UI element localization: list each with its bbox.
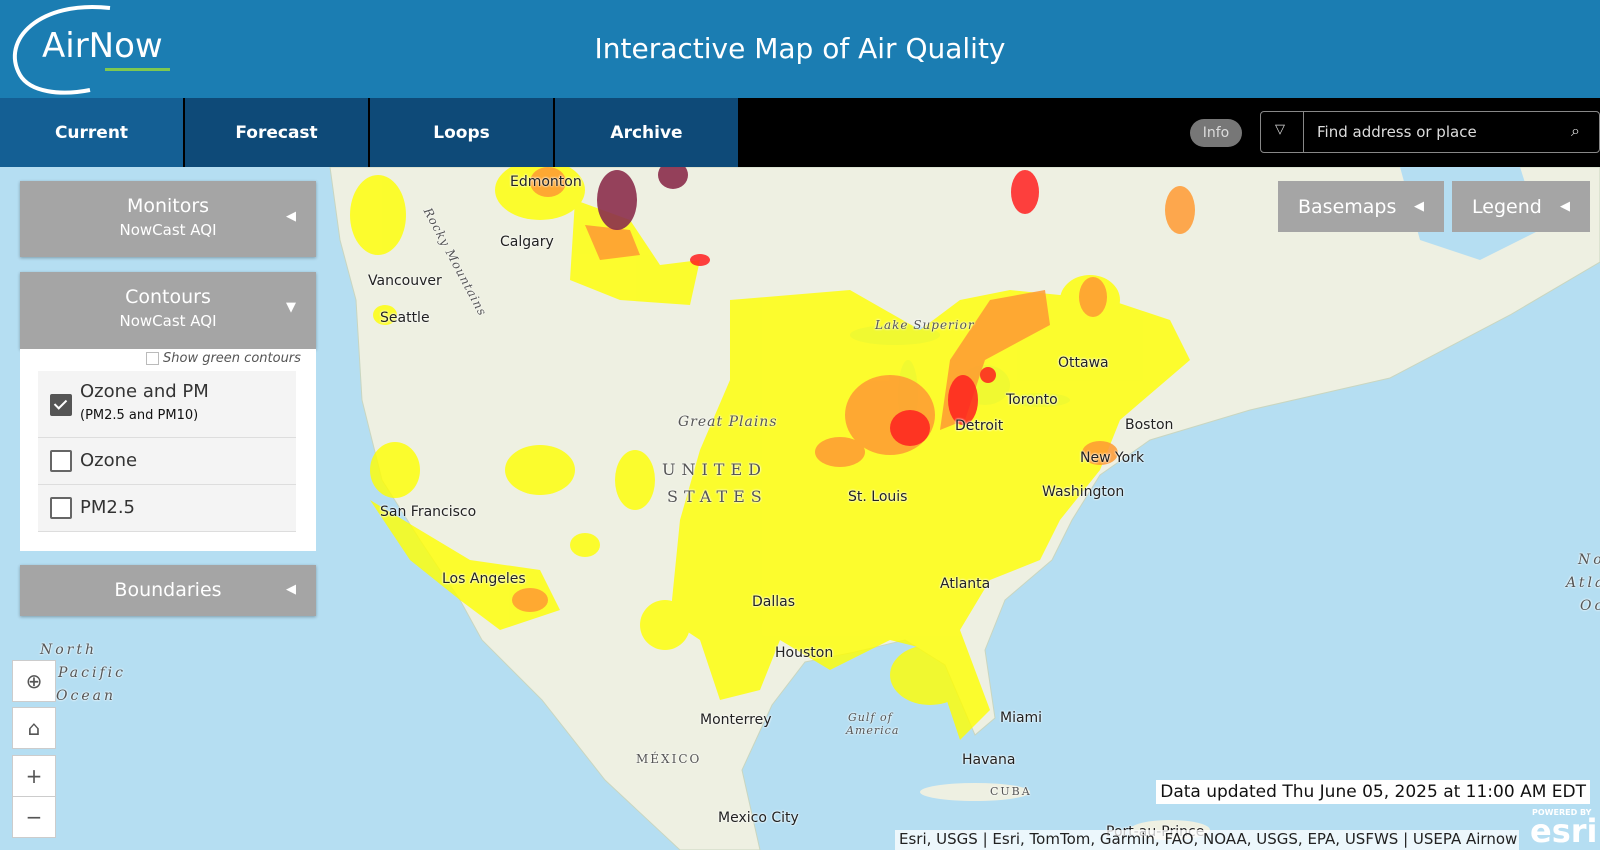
map-label: Seattle — [380, 310, 430, 326]
powered-by: POWERED BY — [1532, 808, 1592, 817]
map-label: Los Angeles — [442, 571, 526, 587]
map-label: America — [846, 724, 900, 737]
map-label: Mexico City — [718, 810, 799, 826]
map-label: Lake Superior — [875, 318, 975, 332]
checkbox[interactable] — [50, 497, 72, 519]
option-label: PM2.5 — [80, 497, 136, 518]
tab[interactable]: Loops — [370, 98, 553, 167]
green-label: Show green contours — [163, 351, 301, 366]
expand-arrow: ◀ — [1414, 199, 1424, 214]
checkbox[interactable] — [50, 450, 72, 472]
map-label: Atlanta — [940, 576, 991, 592]
logo-swoosh — [12, 4, 170, 95]
map-label: Monterrey — [700, 712, 772, 728]
locate-button[interactable]: ⊕ — [12, 660, 56, 702]
zoom-in-button[interactable]: + — [12, 755, 56, 797]
map-label: STATES — [667, 487, 768, 506]
map-label: Calgary — [500, 234, 554, 250]
button-label: Basemaps — [1298, 195, 1397, 218]
map-label: UNITED — [662, 460, 767, 479]
expand-arrow[interactable]: ◀ — [286, 582, 296, 597]
page-title: Interactive Map of Air Quality — [594, 32, 1006, 65]
map-label: Boston — [1125, 417, 1174, 433]
map[interactable] — [0, 167, 1600, 850]
zoom-out-button[interactable]: − — [12, 796, 56, 838]
map-label: Ocean — [1580, 598, 1600, 614]
map-label: Detroit — [955, 418, 1004, 434]
search-dropdown[interactable]: ▽ — [1275, 122, 1285, 137]
aqi-moderate — [350, 167, 1190, 740]
map-label: Great Plains — [678, 414, 778, 430]
aqi-unhealthy — [690, 170, 1039, 446]
button-label: Legend — [1472, 195, 1542, 218]
checkbox[interactable] — [50, 394, 72, 416]
map-label: North — [1578, 552, 1600, 568]
map-label: Miami — [1000, 710, 1043, 726]
boundaries-panel[interactable]: Boundaries ◀ — [20, 565, 316, 616]
search-placeholder: Find address or place — [1317, 123, 1477, 141]
map-label: Edmonton — [510, 174, 582, 190]
panel-title: Contours — [125, 286, 211, 308]
map-label: North — [40, 642, 98, 658]
collapse-arrow[interactable]: ▼ — [286, 300, 296, 315]
map-label: St. Louis — [848, 489, 908, 505]
map-label: Ottawa — [1058, 355, 1109, 371]
cuba — [920, 783, 1030, 801]
map-label: Havana — [962, 752, 1016, 768]
map-label: Dallas — [752, 594, 796, 610]
tab[interactable]: Current — [0, 98, 183, 167]
monitors-panel[interactable]: Monitors NowCast AQI ◀ — [20, 181, 316, 257]
contour-option[interactable]: Ozone — [38, 438, 296, 485]
expand-arrow: ◀ — [1560, 199, 1570, 214]
map-label: MÉXICO — [636, 752, 702, 766]
contours-panel[interactable]: Contours NowCast AQI ▼ — [20, 272, 316, 349]
expand-arrow[interactable]: ◀ — [286, 209, 296, 224]
option-label: Ozone — [80, 450, 138, 471]
green-checkbox[interactable] — [146, 352, 159, 365]
map-label: New York — [1080, 450, 1145, 466]
attribution: Esri, USGS | Esri, TomTom, Garmin, FAO, … — [895, 830, 1519, 850]
home-button[interactable]: ⌂ — [12, 707, 56, 749]
search-icon[interactable]: ⌕ — [1571, 121, 1580, 140]
panel-subtitle: NowCast AQI — [119, 221, 217, 239]
nav-bar: Current Forecast Loops Archive Info ▽ Fi… — [0, 98, 1600, 167]
divider — [1303, 112, 1304, 152]
panel-title: Boundaries — [114, 579, 222, 601]
info-button[interactable]: Info — [1190, 119, 1242, 147]
contour-option[interactable]: Ozone and PM (PM2.5 and PM10) — [38, 371, 296, 438]
aqi-very-unhealthy — [597, 167, 688, 230]
map-label: Washington — [1042, 484, 1125, 500]
basemaps-button[interactable]: Basemaps ◀ — [1278, 181, 1444, 232]
map-label: San Francisco — [380, 504, 477, 520]
panel-subtitle: NowCast AQI — [119, 312, 217, 330]
map-label: Houston — [775, 645, 834, 661]
map-label: CUBA — [990, 785, 1032, 798]
map-label: Atlantic — [1566, 575, 1600, 591]
map-label: Pacific — [58, 665, 126, 681]
logo[interactable]: AirNow — [42, 26, 163, 66]
map-label: Ocean — [56, 688, 116, 704]
tab[interactable]: Archive — [555, 98, 738, 167]
map-label: Gulf of — [848, 711, 893, 724]
tab[interactable]: Forecast — [185, 98, 368, 167]
panel-title: Monitors — [126, 195, 210, 217]
map-label: Vancouver — [368, 273, 442, 289]
search-box[interactable]: ▽ Find address or place ⌕ — [1260, 111, 1600, 153]
option-label: Ozone and PM — [80, 381, 209, 402]
option-sublabel: (PM2.5 and PM10) — [80, 408, 199, 423]
esri-logo[interactable]: esri — [1530, 812, 1598, 850]
header: AirNow Interactive Map of Air Quality — [0, 0, 1600, 98]
contour-option[interactable]: PM2.5 — [38, 485, 296, 532]
map-label: Toronto — [1006, 392, 1058, 408]
data-updated: Data updated Thu June 05, 2025 at 11:00 … — [1156, 780, 1590, 804]
legend-button[interactable]: Legend ◀ — [1452, 181, 1590, 232]
